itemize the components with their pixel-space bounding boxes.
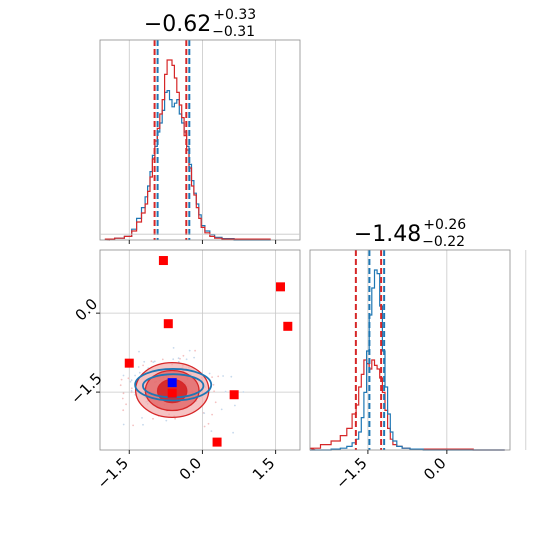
sample-point	[129, 380, 132, 383]
marker-point	[283, 321, 293, 331]
title-param1: −0.62 +0.33 −0.31	[144, 7, 256, 40]
sample-point	[188, 349, 191, 352]
axis-frame	[99, 39, 301, 241]
x-tick-label: 0.0	[176, 454, 206, 484]
title-param2-value: −1.48	[354, 222, 421, 247]
sample-point	[122, 409, 125, 412]
sample-point	[122, 423, 125, 426]
title-param2-lower: −0.22	[422, 234, 465, 250]
sample-point	[177, 357, 180, 360]
sample-point	[134, 374, 137, 377]
panel-param1-histogram	[99, 39, 301, 244]
sample-point	[174, 417, 177, 420]
sample-point	[143, 360, 146, 363]
sample-point	[152, 361, 155, 363]
sample-point	[119, 384, 122, 387]
sample-point	[130, 379, 133, 382]
sample-point	[179, 357, 181, 360]
panel-param2-histogram: −1.5 0.0	[309, 249, 527, 493]
sample-point	[138, 371, 141, 374]
sample-point	[211, 376, 214, 378]
histogram-series-blue	[104, 90, 271, 241]
sample-point	[150, 360, 153, 363]
sample-point	[153, 360, 156, 363]
sample-point	[210, 430, 213, 432]
sample-point	[182, 354, 185, 357]
title-param2: −1.48 +0.26 −0.22	[354, 217, 466, 250]
sample-point	[172, 358, 175, 361]
sample-point	[121, 397, 124, 400]
sample-point	[122, 374, 125, 377]
sample-point	[207, 422, 210, 425]
sample-point	[214, 401, 217, 404]
histogram-series-blue	[310, 269, 505, 451]
sample-point	[130, 390, 133, 392]
x-tick-label: 1.5	[249, 454, 279, 484]
histogram-series-red	[104, 59, 271, 241]
sample-point	[137, 366, 140, 368]
marker-point	[158, 256, 168, 266]
sample-point	[211, 413, 214, 416]
sample-point	[232, 431, 235, 434]
sample-point	[138, 350, 140, 353]
sample-point	[203, 412, 206, 414]
axis-frame	[309, 249, 511, 451]
sample-point	[161, 358, 164, 361]
sample-point	[125, 403, 127, 406]
sample-point	[208, 372, 211, 375]
sample-point	[185, 358, 188, 361]
sample-point	[122, 392, 125, 395]
sample-point	[177, 360, 180, 363]
title-param1-upper: +0.33	[213, 7, 256, 23]
sample-point	[127, 377, 130, 380]
marker-point	[229, 390, 239, 400]
sample-point	[130, 391, 133, 394]
sample-point	[222, 375, 225, 377]
sample-point	[230, 375, 233, 378]
title-param2-upper: +0.26	[423, 217, 466, 233]
sample-point	[213, 390, 216, 393]
y-tick-label: 0.0	[72, 295, 102, 325]
title-param1-lower: −0.31	[212, 24, 255, 40]
marker-point	[167, 388, 177, 398]
sample-point	[142, 364, 145, 367]
sample-point	[217, 375, 220, 378]
marker-point	[124, 358, 134, 368]
marker-point	[212, 437, 222, 447]
marker-point	[275, 282, 285, 292]
sample-point	[120, 378, 123, 381]
sample-point	[203, 425, 206, 428]
sample-point	[152, 417, 154, 420]
sample-point	[242, 391, 245, 393]
sample-point	[193, 356, 196, 359]
x-tick-label: 0.0	[420, 454, 450, 484]
sample-point	[220, 408, 223, 411]
sample-point	[224, 390, 227, 393]
sample-point	[165, 419, 168, 422]
panel-joint-contour: −1.5 0.0 1.5−1.50.0	[67, 233, 301, 493]
histogram-series-red	[309, 359, 505, 451]
sample-point	[130, 387, 133, 390]
sample-point	[142, 423, 144, 426]
sample-point	[194, 349, 197, 352]
sample-point	[212, 383, 215, 386]
x-tick-label: −1.5	[332, 454, 370, 492]
marker-point	[163, 319, 173, 329]
axis-frame	[99, 249, 301, 451]
contour-blue	[134, 368, 213, 402]
sample-point	[234, 404, 236, 407]
sample-point	[141, 417, 143, 419]
sample-point	[132, 424, 135, 427]
title-param1-value: −0.62	[144, 12, 211, 37]
best-fit-marker	[167, 378, 177, 388]
sample-point	[172, 347, 175, 349]
x-tick-label: −1.5	[94, 454, 132, 492]
